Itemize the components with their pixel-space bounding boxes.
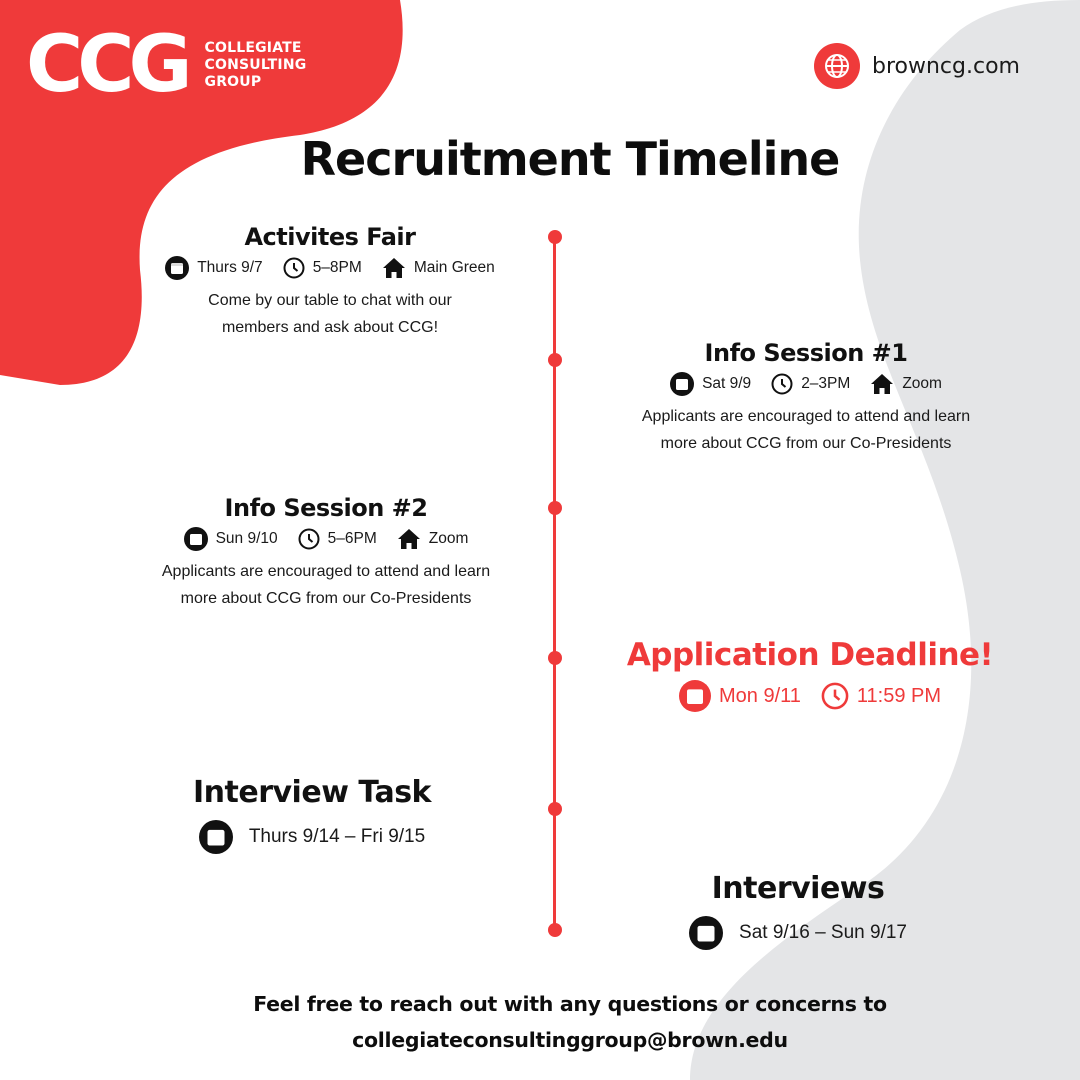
- event-time: 2–3PM: [801, 375, 851, 392]
- footer-contact: Feel free to reach out with any question…: [0, 986, 1080, 1058]
- page-title: Recruitment Timeline: [300, 132, 841, 186]
- clock-icon: [298, 528, 320, 550]
- brand-logo: CCG COLLEGIATE CONSULTING GROUP: [26, 26, 306, 104]
- logo-wordmark: COLLEGIATE CONSULTING GROUP: [205, 40, 307, 91]
- footer-line: Feel free to reach out with any question…: [253, 992, 887, 1016]
- website-url[interactable]: browncg.com: [872, 53, 1020, 79]
- grey-blob: [690, 0, 1080, 1080]
- event-title: Application Deadline!: [626, 637, 994, 673]
- event-activities-fair: Activites Fair Thurs 9/7 5–8PM Main Gree…: [130, 222, 530, 341]
- event-application-deadline: Application Deadline! Mon 9/11 11:59 PM: [600, 640, 1020, 712]
- event-date: Sun 9/10: [215, 530, 278, 547]
- calendar-icon: [165, 256, 190, 280]
- logo-line: GROUP: [204, 73, 262, 90]
- event-info-session-1: Info Session #1 Sat 9/9 2–3PM Zoom Appli…: [596, 338, 1016, 457]
- event-meta: Mon 9/11 11:59 PM: [600, 680, 1020, 712]
- home-icon: [397, 529, 420, 549]
- event-date: Thurs 9/14 – Fri 9/15: [248, 826, 426, 847]
- event-description: Come by our table to chat with our membe…: [130, 287, 530, 341]
- event-title: Info Session #2: [224, 494, 428, 522]
- event-time: 5–6PM: [327, 530, 377, 547]
- clock-icon: [771, 373, 793, 395]
- event-meta: Sat 9/16 – Sun 9/17: [598, 916, 998, 950]
- event-time: 11:59 PM: [856, 684, 942, 707]
- calendar-icon: [670, 372, 695, 396]
- clock-icon: [283, 257, 305, 279]
- description-line: more about CCG from our Co-Presidents: [660, 435, 952, 452]
- clock-icon: [821, 682, 849, 710]
- description-line: Come by our table to chat with our: [208, 292, 452, 309]
- event-title: Activites Fair: [244, 223, 416, 251]
- timeline-line: [553, 236, 556, 930]
- event-title: Info Session #1: [704, 339, 908, 367]
- home-icon: [871, 374, 894, 394]
- home-icon: [382, 258, 405, 278]
- description-line: Applicants are encouraged to attend and …: [161, 563, 491, 580]
- event-interview-task: Interview Task Thurs 9/14 – Fri 9/15: [112, 778, 512, 854]
- event-meta: Sat 9/9 2–3PM Zoom: [596, 372, 1016, 396]
- timeline-dot: [548, 651, 562, 665]
- event-date: Sat 9/9: [702, 375, 752, 392]
- timeline-dot: [548, 230, 562, 244]
- event-date: Thurs 9/7: [197, 259, 263, 276]
- event-title: Interviews: [711, 871, 885, 906]
- timeline-dot: [548, 923, 562, 937]
- event-info-session-2: Info Session #2 Sun 9/10 5–6PM Zoom Appl…: [116, 493, 536, 612]
- globe-icon: [814, 43, 860, 89]
- event-description: Applicants are encouraged to attend and …: [116, 558, 536, 612]
- event-date: Sat 9/16 – Sun 9/17: [739, 922, 907, 943]
- timeline-dot: [548, 501, 562, 515]
- logo-line: CONSULTING: [204, 56, 307, 73]
- logo-line: COLLEGIATE: [204, 39, 302, 56]
- calendar-icon: [183, 527, 208, 551]
- website-link[interactable]: browncg.com: [814, 43, 1020, 89]
- event-meta: Thurs 9/14 – Fri 9/15: [112, 820, 512, 854]
- calendar-icon: [689, 916, 724, 950]
- description-line: Applicants are encouraged to attend and …: [641, 408, 971, 425]
- red-blob: [0, 0, 403, 385]
- event-interviews: Interviews Sat 9/16 – Sun 9/17: [598, 874, 998, 950]
- event-description: Applicants are encouraged to attend and …: [596, 403, 1016, 457]
- event-title: Interview Task: [193, 775, 432, 810]
- event-location: Main Green: [413, 259, 495, 276]
- event-meta: Thurs 9/7 5–8PM Main Green: [130, 256, 530, 280]
- event-date: Mon 9/11: [718, 684, 801, 707]
- description-line: more about CCG from our Co-Presidents: [180, 590, 472, 607]
- timeline-dot: [548, 802, 562, 816]
- calendar-icon: [678, 680, 711, 712]
- logo-mark: CCG: [26, 20, 192, 110]
- description-line: members and ask about CCG!: [221, 319, 439, 336]
- footer-email[interactable]: collegiateconsultinggroup@brown.edu: [352, 1028, 788, 1052]
- event-location: Zoom: [428, 530, 469, 547]
- event-time: 5–8PM: [312, 259, 362, 276]
- calendar-icon: [198, 820, 233, 854]
- event-location: Zoom: [902, 375, 942, 392]
- timeline-dot: [548, 353, 562, 367]
- event-meta: Sun 9/10 5–6PM Zoom: [116, 527, 536, 551]
